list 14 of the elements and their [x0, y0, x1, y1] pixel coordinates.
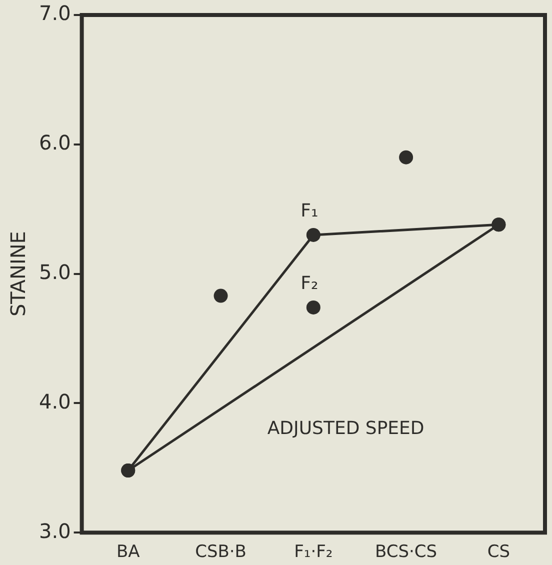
annotation: F₁ — [300, 200, 318, 222]
x-tick-label: CS — [487, 542, 510, 562]
y-tick-label: 5.0 — [38, 260, 71, 284]
annotation: F₂ — [300, 273, 318, 294]
y-tick-label: 7.0 — [38, 1, 71, 26]
x-tick-label: CSB·B — [195, 542, 246, 562]
x-tick-label: F₁·F₂ — [294, 542, 333, 562]
annotation: ADJUSTED SPEED — [267, 418, 424, 439]
x-tick-label: BCS·CS — [374, 542, 438, 562]
y-tick-label: 4.0 — [38, 389, 71, 414]
y-axis-title: STANINE — [6, 231, 30, 317]
y-tick-label: 3.0 — [38, 518, 71, 543]
x-tick-label: BA — [116, 542, 140, 562]
y-tick-label: 6.0 — [38, 130, 71, 155]
